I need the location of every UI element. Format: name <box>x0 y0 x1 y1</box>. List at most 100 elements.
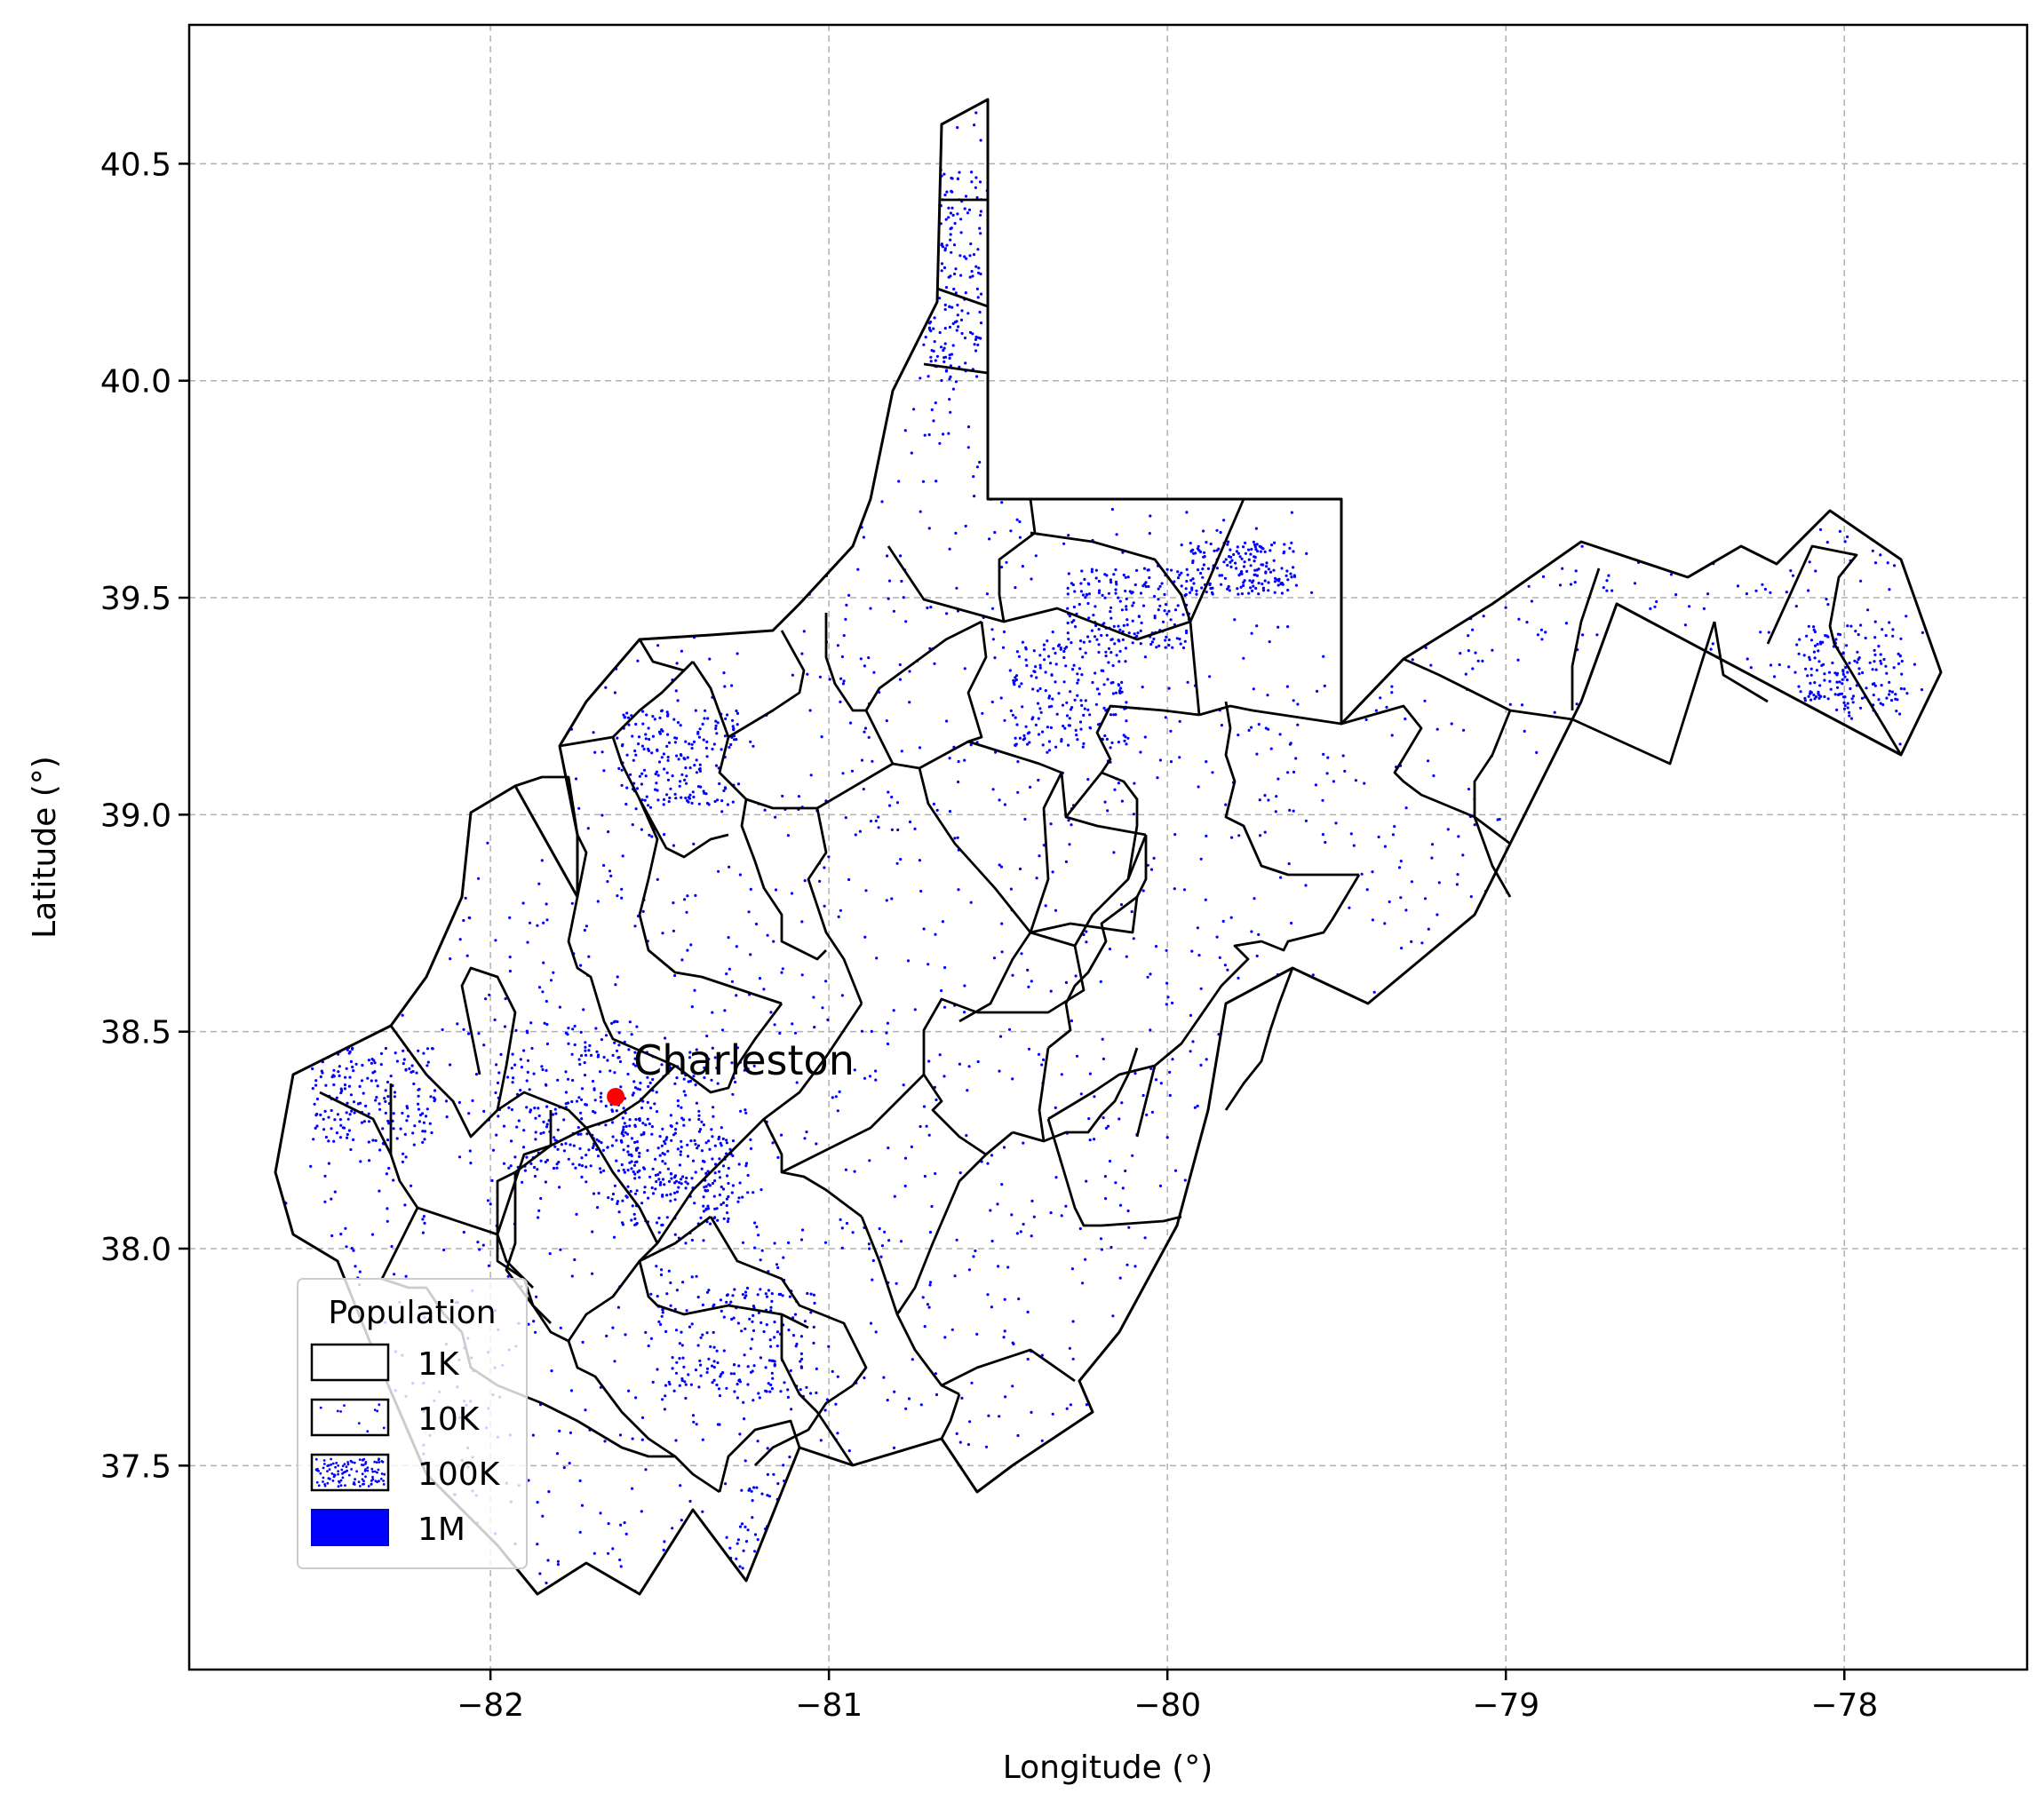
population-dot <box>1846 535 1849 539</box>
population-dot <box>1905 692 1909 695</box>
population-dot <box>642 1191 647 1194</box>
population-dot <box>923 1174 927 1178</box>
population-dot <box>1539 628 1543 631</box>
population-dot <box>405 1105 409 1108</box>
population-dot <box>958 1062 961 1066</box>
population-dot <box>622 1125 625 1129</box>
population-dot <box>929 329 933 333</box>
population-dot <box>975 287 979 290</box>
population-dot <box>690 747 694 750</box>
population-dot <box>1206 567 1210 571</box>
population-dot <box>1205 760 1208 764</box>
population-dot <box>1146 975 1149 979</box>
population-dot <box>1215 528 1219 532</box>
population-dot <box>725 1300 728 1304</box>
population-dot <box>932 802 935 806</box>
population-dot <box>1265 565 1269 568</box>
population-dot <box>955 1432 958 1435</box>
population-dot <box>1021 640 1024 644</box>
population-dot <box>620 1162 624 1167</box>
population-dot <box>647 1344 650 1348</box>
population-dot <box>1072 663 1076 667</box>
population-dot <box>600 1038 604 1042</box>
population-dot <box>736 1542 739 1545</box>
population-dot <box>1881 628 1884 631</box>
population-dot <box>650 751 654 755</box>
population-dot <box>633 1057 637 1060</box>
population-dot <box>1141 686 1144 689</box>
legend-dot <box>343 1404 346 1407</box>
population-dot <box>870 1029 873 1033</box>
population-dot <box>1081 655 1085 659</box>
population-dot <box>1898 712 1902 716</box>
population-dot <box>699 1216 703 1219</box>
population-dot <box>935 808 939 813</box>
population-dot <box>647 804 650 807</box>
population-dot <box>540 1065 544 1068</box>
population-dot <box>592 731 595 734</box>
population-dot <box>721 1164 726 1168</box>
population-dot <box>663 833 666 837</box>
population-dot <box>683 778 687 782</box>
population-dot <box>1808 655 1811 659</box>
legend-dot <box>357 1480 361 1484</box>
population-dot <box>1326 756 1330 759</box>
population-dot <box>1242 545 1245 549</box>
population-dot <box>1817 696 1821 701</box>
population-dot <box>940 988 943 993</box>
population-dot <box>885 899 888 902</box>
population-dot <box>744 1294 748 1297</box>
population-dot <box>703 1160 706 1163</box>
population-dot <box>674 1128 678 1131</box>
population-dot <box>690 1238 695 1242</box>
population-dot <box>942 360 946 363</box>
population-dot <box>687 800 690 804</box>
population-dot <box>600 1141 603 1145</box>
population-dot <box>990 607 995 610</box>
population-dot <box>747 910 751 914</box>
population-dot <box>337 1070 340 1074</box>
population-dot <box>1469 895 1473 899</box>
population-dot <box>1157 608 1160 612</box>
legend-dot <box>373 1460 377 1464</box>
population-dot <box>625 1132 630 1136</box>
population-dot <box>392 1112 395 1115</box>
population-dot <box>1149 868 1154 871</box>
population-dot <box>1111 1314 1115 1318</box>
population-dot <box>883 1230 887 1234</box>
population-dot <box>1888 689 1891 693</box>
population-dot <box>562 1149 567 1153</box>
population-dot <box>670 1172 673 1176</box>
population-dot <box>1047 740 1051 743</box>
population-dot <box>1374 709 1378 712</box>
legend-dot <box>380 1472 384 1475</box>
population-dot <box>661 1223 664 1226</box>
county-line <box>923 362 989 375</box>
y-tick-label: 40.5 <box>100 147 171 183</box>
population-dot <box>1120 1101 1124 1105</box>
population-dot <box>368 1159 371 1162</box>
population-dot <box>1158 1184 1163 1187</box>
county-line <box>709 1216 868 1386</box>
population-dot <box>716 798 720 802</box>
population-dot <box>1846 702 1849 705</box>
population-dot <box>990 1239 994 1243</box>
population-dot <box>877 826 880 829</box>
legend-dot <box>376 1471 378 1474</box>
population-dot <box>1817 690 1820 694</box>
population-dot <box>707 1289 711 1292</box>
population-dot <box>699 1363 703 1367</box>
population-dot <box>825 1398 830 1401</box>
population-dot <box>1141 584 1145 588</box>
population-dot <box>963 984 966 988</box>
population-dot <box>685 782 688 785</box>
population-dot <box>1857 672 1861 676</box>
population-dot <box>992 956 997 960</box>
population-dot <box>1257 723 1261 726</box>
population-dot <box>630 1167 633 1170</box>
population-dot <box>943 327 947 330</box>
population-dot <box>1795 643 1799 647</box>
population-dot <box>1117 639 1121 643</box>
population-dot <box>586 827 590 830</box>
population-dot <box>697 1109 701 1113</box>
